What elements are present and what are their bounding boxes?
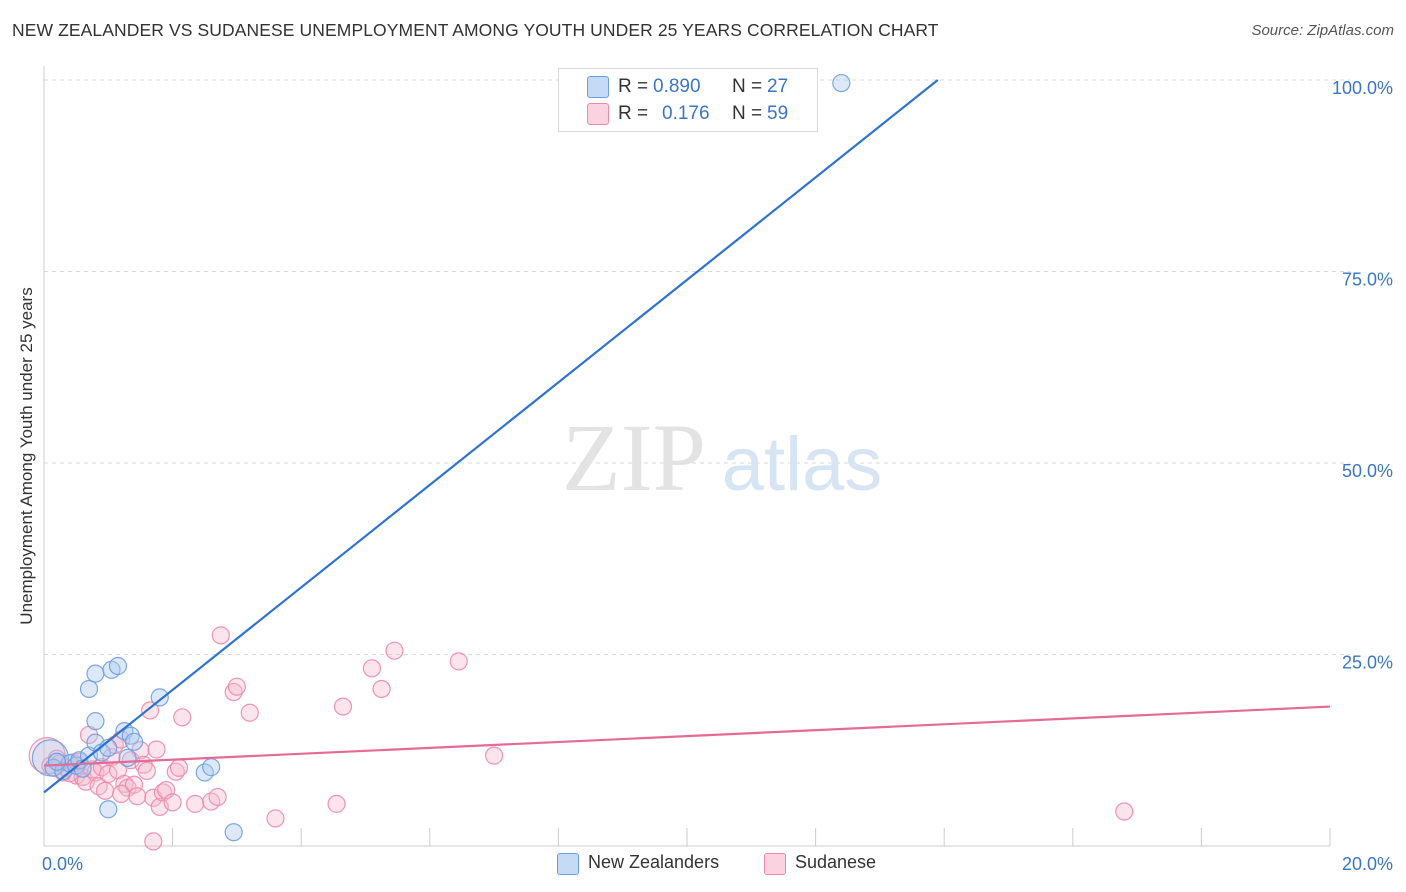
trendlines [43,79,1331,794]
sudanese-point [124,775,144,794]
sudanese-point [112,784,131,804]
new-zealanders-point [118,748,137,768]
new-zealanders-point [47,752,66,771]
sudanese-point [211,626,230,645]
bottom-legend-swatch-pink [764,853,786,875]
sudanese-point [173,708,192,727]
new-zealanders-point [832,73,851,93]
legend-r-label: R = [618,103,649,124]
stats-legend: R = 0.890 N = 27 R = 0.176 N = 59 [558,68,818,132]
new-zealanders-trendline [43,79,939,794]
tick-labels: 25.0% 50.0% 75.0% 100.0% 0.0% 20.0% [42,78,1393,874]
sudanese-point [137,761,156,781]
sudanese-point [140,701,160,720]
legend-r-value: 0.890 [653,76,701,97]
watermark-zip: ZIP [562,404,706,511]
legend-r-label: R = [618,76,649,97]
legend-swatch-blue [587,76,609,98]
y-tick-label: 25.0% [1342,653,1393,673]
new-zealanders-point [202,758,221,777]
sudanese-trendline [43,705,1331,767]
bottom-legend-label: New Zealanders [588,852,720,872]
source-label: Source: ZipAtlas.com [1251,22,1394,39]
sudanese-point [186,794,205,813]
sudanese-point [266,809,285,828]
sudanese-points [28,626,1134,851]
new-zealanders-point [86,664,105,683]
legend-n-value: 59 [767,103,789,124]
sudanese-point [1115,802,1134,821]
sudanese-point [202,792,221,811]
sudanese-point [333,697,353,716]
watermark: ZIP atlas [562,404,882,511]
legend-n-value: 27 [767,76,789,97]
x-tick-label: 20.0% [1342,854,1393,874]
sudanese-point [153,783,173,802]
sudanese-point [95,781,115,800]
bottom-legend-swatch-blue [557,853,579,875]
sudanese-point [372,679,391,699]
new-zealanders-point [86,712,105,731]
sudanese-point [208,787,227,807]
y-tick-label: 50.0% [1342,461,1393,481]
new-zealanders-point [124,732,144,751]
sudanese-point [227,677,246,696]
sudanese-point [89,777,108,796]
sudanese-point [144,832,163,851]
new-zealanders-point [99,800,118,819]
bottom-legend-label: Sudanese [795,852,877,872]
y-tick-label: 100.0% [1332,78,1393,98]
sudanese-point [128,787,147,806]
x-tick-label: 0.0% [42,854,83,874]
legend-n-label: N = [732,103,763,124]
gridlines [44,79,1350,655]
axes [43,66,1331,847]
new-zealanders-point [108,656,128,676]
legend-n-label: N = [732,76,763,97]
sudanese-point [449,652,468,671]
new-zealanders-point [150,688,169,707]
sudanese-point [327,794,346,813]
sudanese-point [485,746,504,765]
sudanese-point [240,703,259,722]
watermark-atlas: atlas [722,422,883,507]
sudanese-point [163,793,182,812]
legend-swatch-pink [587,103,609,125]
new-zealanders-point [79,679,99,699]
sudanese-point [147,740,166,759]
chart-title: NEW ZEALANDER VS SUDANESE UNEMPLOYMENT A… [12,20,939,40]
new-zealanders-point [224,823,243,842]
y-axis-title: Unemployment Among Youth under 25 years [17,287,36,625]
sudanese-point [169,758,189,777]
sudanese-point [362,659,382,678]
sudanese-point [385,641,404,660]
y-tick-label: 75.0% [1342,270,1393,290]
legend-r-value: 0.176 [662,103,710,124]
sudanese-point [224,682,243,702]
